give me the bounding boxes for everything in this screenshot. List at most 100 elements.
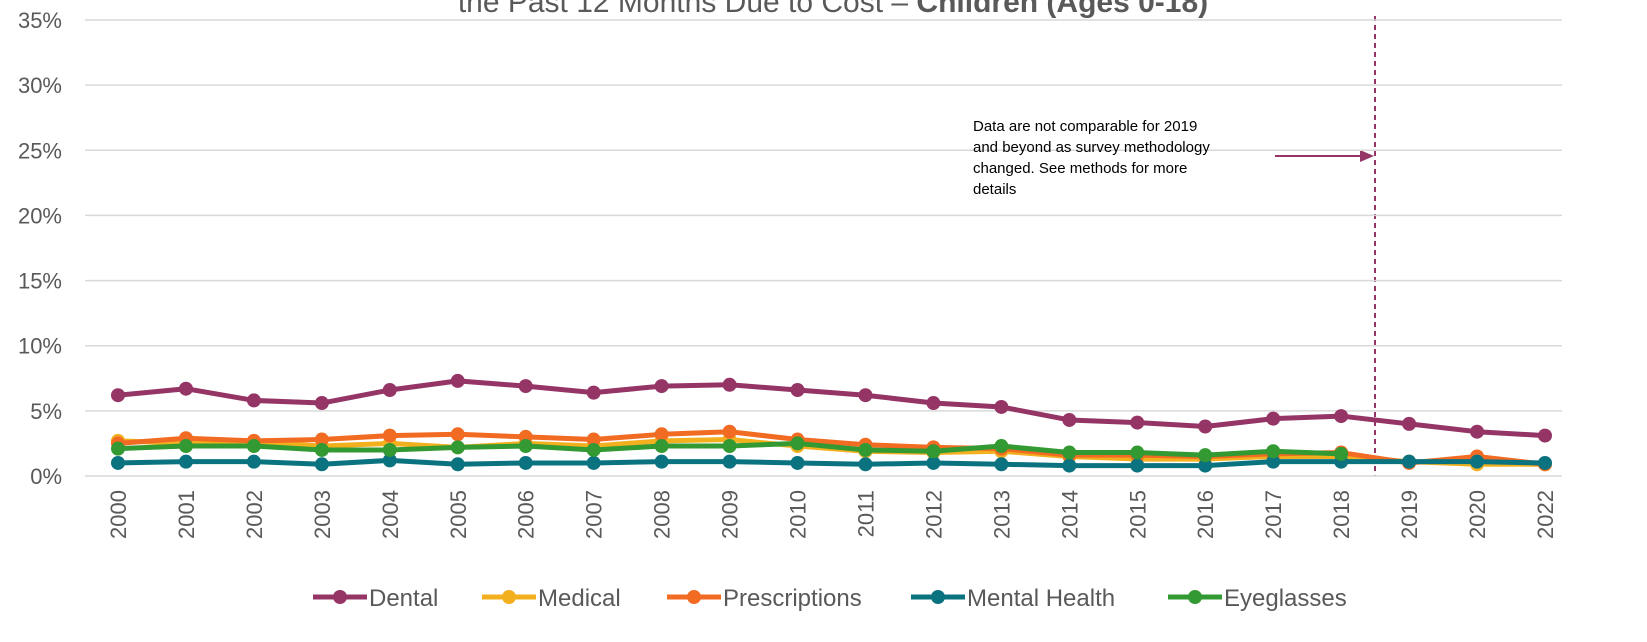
data-point [382, 442, 397, 457]
data-point [586, 385, 601, 400]
data-point [1266, 454, 1281, 469]
data-point [654, 439, 669, 454]
x-tick-label: 2020 [1465, 490, 1490, 539]
data-point [111, 388, 125, 403]
data-point [1266, 444, 1281, 459]
x-tick-label: 2006 [514, 490, 539, 539]
y-tick-label: 25% [18, 138, 62, 163]
data-point [314, 396, 329, 411]
data-point [246, 454, 261, 469]
data-point [450, 440, 465, 455]
data-point [790, 455, 805, 470]
data-point [450, 427, 465, 442]
data-point [654, 427, 669, 442]
y-tick-label: 5% [30, 399, 62, 424]
data-point [790, 436, 805, 451]
x-tick-label: 2015 [1125, 490, 1150, 539]
x-tick-label: 2022 [1533, 490, 1558, 539]
data-point [722, 439, 737, 454]
data-point [1198, 458, 1213, 473]
chart-title: the Past 12 Months Due to Cost – Childre… [458, 0, 1208, 19]
data-point [1130, 415, 1145, 430]
data-point [994, 439, 1009, 454]
x-tick-label: 2012 [921, 490, 946, 539]
data-point [1402, 416, 1417, 431]
data-point [926, 396, 941, 411]
data-point [858, 442, 873, 457]
data-point [518, 455, 533, 470]
x-tick-label: 2017 [1261, 490, 1286, 539]
data-point [722, 454, 737, 469]
data-point [111, 455, 125, 470]
x-tick-label: 2004 [378, 490, 403, 539]
data-point [586, 442, 601, 457]
legend-marker [1188, 590, 1202, 604]
data-point [1538, 428, 1552, 443]
data-point [994, 399, 1009, 414]
x-tick-label: 2008 [650, 490, 675, 539]
series-line [117, 457, 1546, 469]
data-point [178, 381, 193, 396]
data-point [1062, 412, 1077, 427]
title-text: the Past 12 Months Due to Cost – [458, 0, 917, 19]
annotation: Data are not comparable for 2019 [973, 118, 1197, 135]
data-point [1062, 458, 1077, 473]
series-line [117, 378, 1546, 439]
data-point [994, 457, 1009, 472]
data-point [1402, 454, 1417, 469]
data-point [722, 424, 737, 439]
y-tick-label: 35% [18, 8, 62, 33]
data-point [1538, 455, 1552, 470]
legend-label: Medical [538, 585, 621, 612]
arrow-head [1360, 150, 1374, 162]
legend-marker [333, 590, 347, 604]
y-tick-label: 30% [18, 73, 62, 98]
data-point [450, 373, 465, 388]
data-point [654, 454, 669, 469]
annotation: and beyond as survey methodology [973, 139, 1210, 156]
data-point [722, 377, 737, 392]
data-point [858, 457, 873, 472]
y-tick-label: 15% [18, 269, 62, 294]
x-tick-label: 2002 [242, 490, 267, 539]
data-point [314, 432, 329, 447]
data-point [246, 439, 261, 454]
data-point [382, 453, 397, 468]
data-point [1198, 448, 1213, 463]
data-point [1334, 409, 1349, 424]
annotation: details [973, 181, 1016, 198]
data-point [790, 383, 805, 398]
data-point [654, 379, 669, 394]
data-point [586, 455, 601, 470]
data-point [1334, 446, 1349, 461]
data-point [246, 393, 261, 408]
y-tick-label: 0% [30, 464, 62, 489]
x-tick-label: 2000 [106, 490, 131, 539]
data-point [178, 439, 193, 454]
legend-marker [502, 590, 516, 604]
legend-label: Prescriptions [723, 585, 862, 612]
x-tick-label: 2018 [1329, 490, 1354, 539]
annotation: changed. See methods for more [973, 160, 1187, 177]
x-tick-label: 2013 [989, 490, 1014, 539]
data-point [1470, 454, 1485, 469]
data-point [1470, 424, 1485, 439]
data-point [314, 442, 329, 457]
x-tick-label: 2016 [1193, 490, 1218, 539]
data-point [926, 455, 941, 470]
legend-marker [931, 590, 945, 604]
data-point [1130, 445, 1145, 460]
x-tick-label: 2001 [174, 490, 199, 539]
x-tick-label: 2019 [1397, 490, 1422, 539]
data-point [178, 454, 193, 469]
data-point [111, 441, 125, 456]
data-point [586, 432, 601, 447]
data-point [382, 428, 397, 443]
legend-label: Dental [369, 585, 438, 612]
data-point [518, 379, 533, 394]
y-tick-label: 10% [18, 334, 62, 359]
x-tick-label: 2011 [853, 490, 878, 537]
x-tick-label: 2007 [582, 490, 607, 539]
data-point [382, 383, 397, 398]
